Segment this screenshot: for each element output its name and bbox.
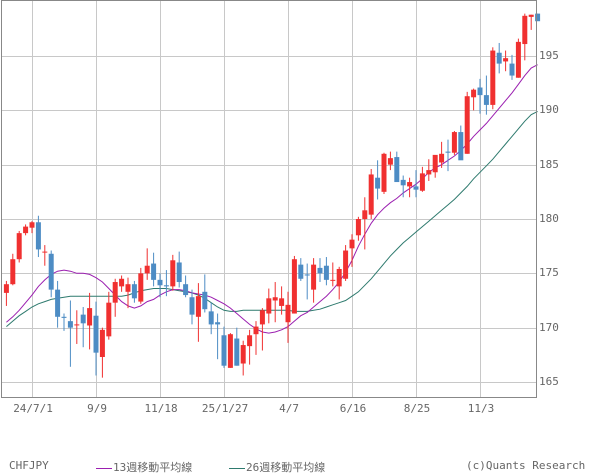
y-label: 195 — [539, 49, 559, 62]
ma13-line — [6, 64, 538, 334]
copyright: (c)Quants Research — [466, 459, 586, 472]
x-label: 25/1/27 — [201, 402, 249, 415]
y-label: 180 — [539, 212, 559, 225]
y-label: 185 — [539, 157, 559, 171]
grid-lines — [2, 1, 537, 397]
x-label: 24/7/1 — [13, 402, 53, 415]
y-label: 190 — [539, 103, 559, 117]
y-label: 165 — [539, 375, 559, 388]
ma13-swatch-icon — [96, 467, 112, 469]
ma26-line — [6, 110, 538, 327]
x-label: 9/9 — [87, 402, 107, 415]
symbol-label: CHFJPY — [9, 459, 49, 472]
candles — [3, 13, 541, 378]
x-label: 8/25 — [403, 402, 431, 415]
legend-ma26: 26週移動平均線 — [229, 459, 325, 475]
candlestick-chart — [1, 0, 541, 398]
legend-footer: CHFJPY 13週移動平均線 26週移動平均線 (c)Quants Resea… — [0, 459, 600, 475]
x-label: 6/16 — [339, 402, 367, 415]
y-label: 170 — [539, 320, 559, 334]
ma26-swatch-icon — [229, 467, 245, 469]
y-label: 175 — [539, 266, 559, 280]
x-label: 11/3 — [467, 402, 495, 415]
x-label: 11/18 — [144, 402, 178, 415]
x-label: 4/7 — [279, 402, 299, 415]
plot-frame — [1, 0, 537, 398]
legend-ma13: 13週移動平均線 — [96, 459, 192, 475]
